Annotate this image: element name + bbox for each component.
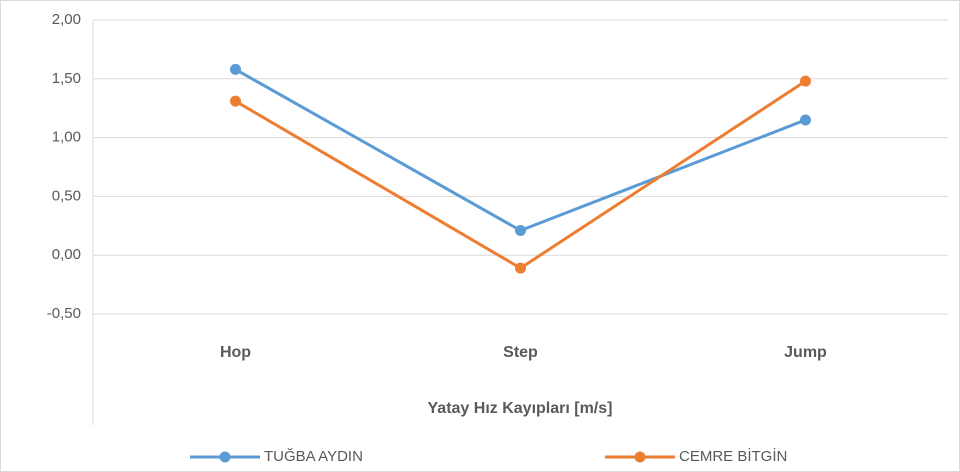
y-tick-label: 1,50 xyxy=(52,70,81,87)
x-tick-label: Jump xyxy=(784,344,827,361)
x-tick-label: Hop xyxy=(220,344,251,361)
legend-label: CEMRE BİTGİN xyxy=(679,447,787,465)
data-point xyxy=(230,95,241,107)
data-point xyxy=(800,75,811,87)
y-tick-label: 0,00 xyxy=(52,246,81,263)
x-axis-title: Yatay Hız Kayıpları [m/s] xyxy=(428,400,613,417)
legend-marker xyxy=(634,451,646,463)
y-tick-label: -0,50 xyxy=(47,305,81,322)
legend-marker xyxy=(219,451,231,463)
legend-label: TUĞBA AYDIN xyxy=(264,448,363,465)
data-point xyxy=(515,262,526,274)
data-point xyxy=(230,63,241,75)
y-tick-label: 1,00 xyxy=(52,129,81,146)
y-tick-label: 0,50 xyxy=(52,187,81,204)
data-point xyxy=(515,225,526,237)
data-point xyxy=(800,114,811,126)
x-tick-label: Step xyxy=(503,344,538,361)
y-tick-label: 2,00 xyxy=(52,11,81,28)
